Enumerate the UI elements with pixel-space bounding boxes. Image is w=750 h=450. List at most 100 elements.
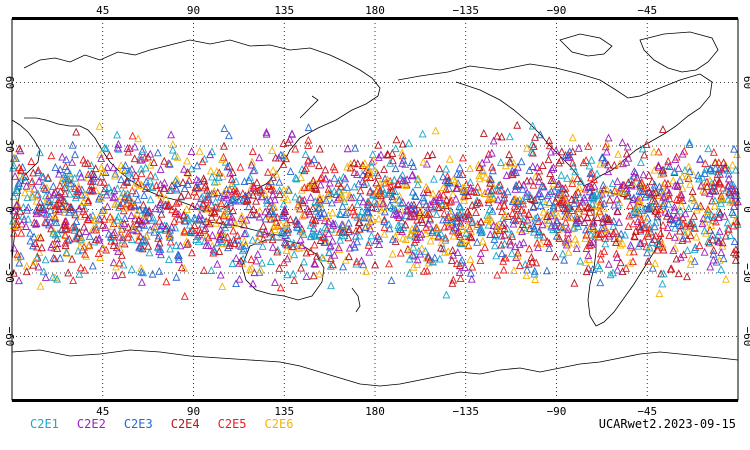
observation-marker: [330, 187, 339, 195]
observation-marker: [249, 204, 258, 213]
observation-marker: [604, 160, 612, 169]
observation-marker: [337, 194, 345, 203]
observation-marker: [580, 218, 589, 226]
observation-marker: [117, 175, 126, 184]
observation-marker: [545, 243, 554, 252]
observation-marker: [715, 177, 724, 186]
observation-marker: [155, 188, 164, 197]
observation-marker: [15, 258, 24, 267]
observation-marker: [339, 262, 348, 271]
observation-marker: [222, 193, 231, 202]
observation-marker: [692, 201, 700, 209]
observation-marker: [255, 228, 264, 237]
observation-marker: [459, 153, 467, 162]
observation-marker: [512, 195, 520, 204]
observation-marker: [513, 251, 522, 260]
observation-marker: [465, 224, 474, 233]
observation-marker: [289, 269, 298, 278]
observation-marker: [114, 212, 123, 221]
observation-marker: [187, 248, 196, 257]
observation-marker: [211, 247, 220, 256]
observation-marker: [487, 148, 496, 157]
observation-marker: [270, 221, 279, 230]
observation-marker: [304, 206, 313, 215]
observation-marker: [150, 224, 159, 233]
observation-marker: [529, 202, 538, 211]
observation-marker: [703, 214, 712, 223]
observation-marker: [317, 172, 326, 181]
observation-marker: [13, 249, 22, 258]
observation-marker: [367, 231, 376, 240]
observation-marker: [511, 216, 520, 225]
observation-marker: [63, 225, 71, 233]
observation-marker: [200, 265, 208, 274]
observation-marker: [293, 202, 302, 211]
observation-marker: [374, 170, 383, 179]
observation-marker: [671, 181, 680, 190]
observation-marker: [179, 178, 187, 186]
observation-marker: [733, 190, 741, 199]
observation-marker: [297, 185, 306, 194]
observation-marker: [58, 202, 66, 210]
observation-marker: [703, 182, 712, 191]
observation-marker: [80, 242, 88, 251]
observation-marker: [511, 184, 520, 193]
observation-marker: [100, 177, 109, 186]
observation-marker: [401, 160, 410, 169]
observation-marker: [574, 203, 583, 212]
observation-marker: [8, 163, 17, 172]
observation-marker: [468, 216, 477, 225]
observation-marker: [262, 129, 271, 138]
observation-marker: [716, 208, 725, 217]
observation-marker: [304, 141, 313, 149]
observation-marker: [11, 171, 19, 180]
observation-marker: [97, 163, 106, 172]
observation-marker: [575, 192, 584, 201]
observation-marker: [255, 153, 264, 162]
observation-marker: [564, 224, 572, 233]
observation-marker: [237, 242, 245, 250]
observation-marker: [39, 172, 48, 181]
observation-marker: [547, 164, 556, 173]
observation-marker: [365, 247, 374, 256]
observation-marker: [394, 226, 403, 235]
observation-marker: [96, 177, 105, 186]
observation-marker: [535, 230, 544, 239]
observation-marker: [379, 203, 388, 212]
observation-marker: [62, 183, 71, 192]
observation-marker: [272, 169, 281, 178]
observation-marker: [368, 203, 376, 212]
observation-marker: [612, 187, 621, 196]
observation-marker: [343, 182, 352, 191]
observation-marker: [218, 172, 227, 181]
observation-marker: [321, 222, 330, 231]
observation-marker: [110, 186, 119, 195]
observation-marker: [678, 172, 687, 181]
observation-marker: [172, 174, 181, 183]
observation-marker: [51, 163, 60, 171]
lon-tick-label-bottom: 45: [96, 405, 109, 418]
observation-marker: [81, 249, 89, 258]
observation-marker: [68, 157, 77, 166]
observation-marker: [111, 169, 120, 178]
observation-marker: [188, 226, 197, 234]
observation-marker: [87, 161, 96, 170]
observation-marker: [466, 255, 475, 263]
observation-marker: [28, 190, 37, 199]
observation-marker: [643, 248, 651, 257]
observation-marker: [670, 202, 679, 211]
observation-marker: [124, 229, 133, 238]
observation-marker: [646, 227, 655, 236]
observation-marker: [167, 181, 176, 190]
observation-marker: [180, 264, 189, 272]
observation-marker: [36, 281, 45, 290]
observation-marker: [432, 210, 441, 218]
observation-marker: [202, 241, 211, 249]
observation-marker: [539, 207, 548, 216]
observation-marker: [58, 224, 67, 233]
observation-marker: [174, 209, 183, 218]
observation-marker: [714, 167, 723, 176]
observation-marker: [574, 222, 583, 231]
observation-marker: [47, 224, 56, 233]
observation-marker: [151, 204, 160, 213]
